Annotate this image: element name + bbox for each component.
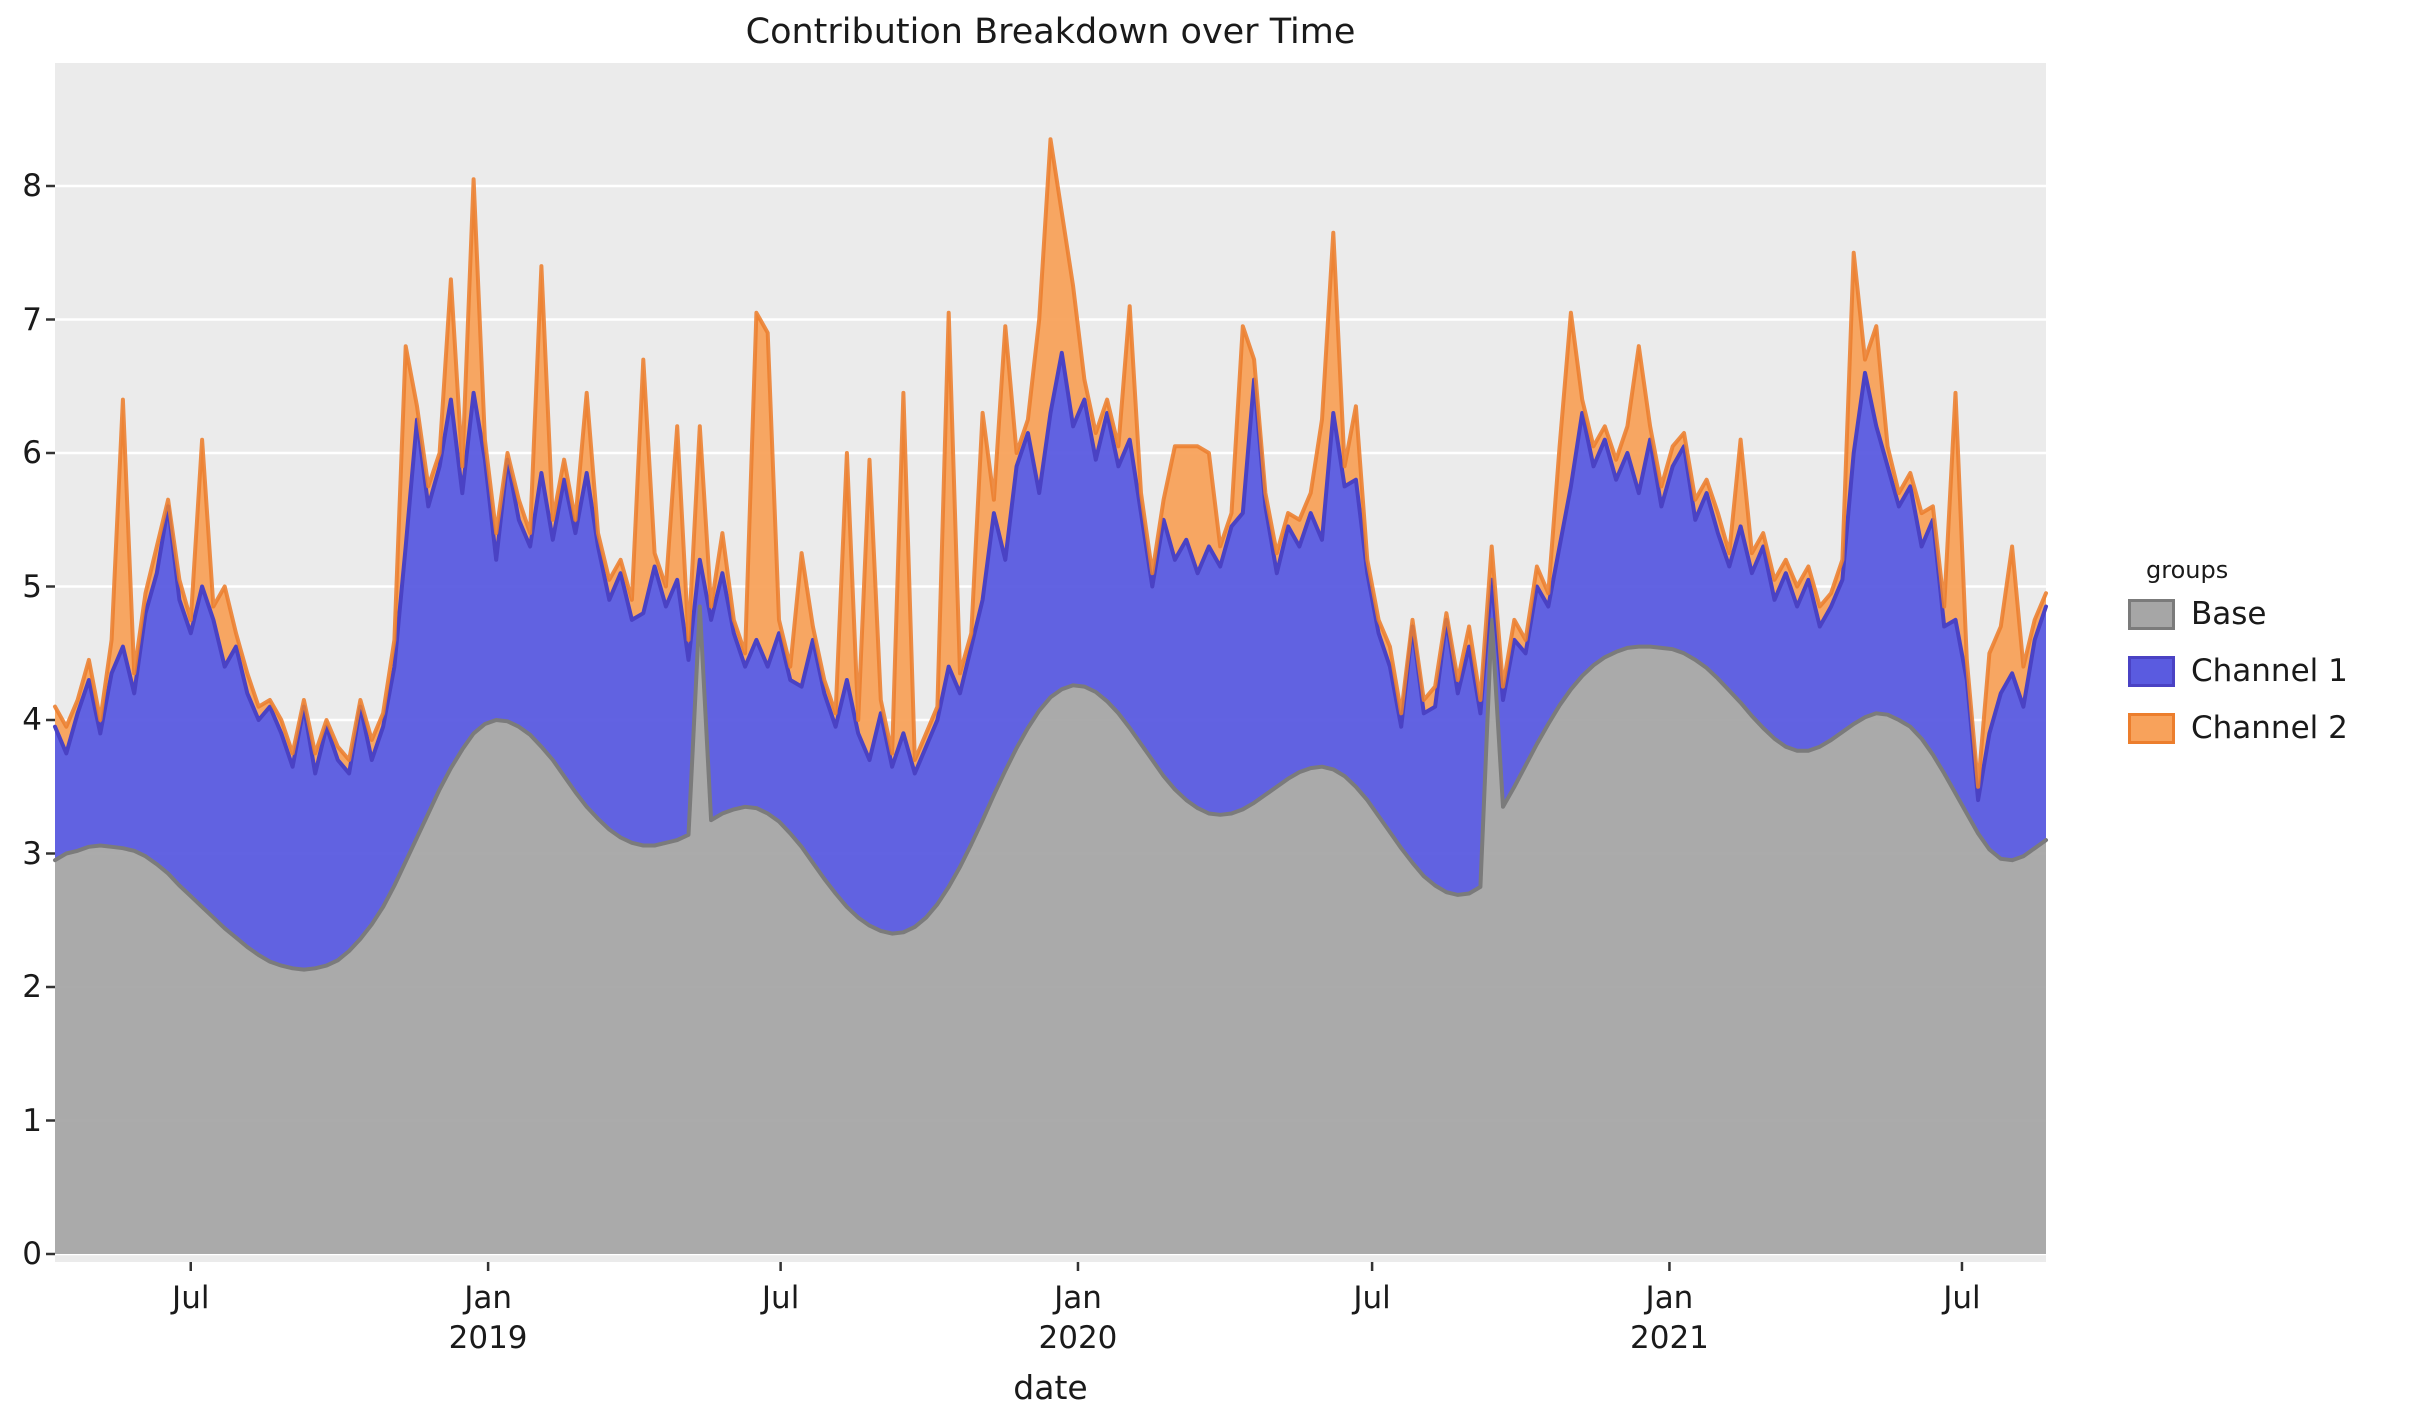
edge-channel-2 xyxy=(53,137,2048,789)
legend-label-channel-1: Channel 1 xyxy=(2191,653,2348,689)
x-axis-title: date xyxy=(1013,1368,1088,1407)
x-tick-label-Jan-2021: Jan 2021 xyxy=(1630,1280,1709,1356)
legend-item-base: Base xyxy=(2128,598,2418,630)
legend-title: groups xyxy=(2146,556,2229,584)
base-swatch-icon xyxy=(2128,598,2175,630)
channel-2-swatch-icon xyxy=(2128,712,2175,744)
x-tick-label-Jan-2019: Jan 2019 xyxy=(448,1280,528,1356)
y-tick-label-8: 8 xyxy=(22,168,42,204)
y-tick-label-7: 7 xyxy=(22,301,42,338)
legend-item-channel-1: Channel 1 xyxy=(2128,655,2418,687)
x-tick-label-Jul: Jul xyxy=(1943,1280,1981,1316)
x-tick-label-Jan-2020: Jan 2020 xyxy=(1038,1280,1118,1356)
x-tick-label-Jul: Jul xyxy=(761,1280,800,1316)
edge-channel-1 xyxy=(53,350,2048,803)
legend-item-channel-2: Channel 2 xyxy=(2128,712,2418,744)
x-tick-year-label: 2021 xyxy=(1630,1320,1709,1356)
area-base xyxy=(55,606,2046,1254)
y-tick-label-6: 6 xyxy=(22,435,42,471)
chart-title: Contribution Breakdown over Time xyxy=(745,12,1356,52)
y-tick-label-0: 0 xyxy=(22,1236,42,1272)
y-tick-label-3: 3 xyxy=(22,835,42,872)
y-tick-label-2: 2 xyxy=(22,969,42,1005)
y-tick-label-4: 4 xyxy=(22,702,42,738)
y-tick-label-1: 1 xyxy=(22,1102,42,1139)
area-channel-1 xyxy=(55,352,2046,970)
legend-label-base: Base xyxy=(2191,596,2267,632)
channel-1-swatch-icon xyxy=(2128,655,2175,687)
legend: groups Base Channel 1 Channel 2 xyxy=(2128,556,2418,769)
y-tick-label-5: 5 xyxy=(22,568,42,605)
x-tick-year-label: 2020 xyxy=(1038,1320,1118,1356)
legend-label-channel-2: Channel 2 xyxy=(2191,710,2348,746)
edge-base xyxy=(53,604,2048,972)
area-channel-2 xyxy=(55,139,2046,801)
x-tick-label-Jul: Jul xyxy=(172,1280,210,1316)
x-tick-year-label: 2019 xyxy=(448,1320,528,1356)
x-tick-label-Jul: Jul xyxy=(1353,1280,1391,1316)
